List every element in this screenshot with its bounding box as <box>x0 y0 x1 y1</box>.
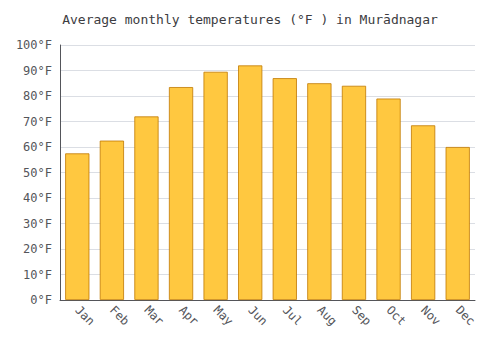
svg-text:Nov: Nov <box>418 303 443 328</box>
svg-text:90°F: 90°F <box>23 64 52 78</box>
svg-text:Jan: Jan <box>72 303 97 328</box>
svg-text:Apr: Apr <box>176 303 201 328</box>
svg-text:Feb: Feb <box>107 303 132 328</box>
svg-text:Oct: Oct <box>384 303 409 328</box>
svg-text:0°F: 0°F <box>30 293 52 307</box>
svg-text:100°F: 100°F <box>16 38 52 52</box>
svg-text:Aug: Aug <box>314 303 339 328</box>
svg-text:10°F: 10°F <box>23 268 52 282</box>
svg-text:Jul: Jul <box>280 303 305 328</box>
svg-text:80°F: 80°F <box>23 89 52 103</box>
svg-text:40°F: 40°F <box>23 191 52 205</box>
svg-text:50°F: 50°F <box>23 166 52 180</box>
svg-text:20°F: 20°F <box>23 242 52 256</box>
svg-text:70°F: 70°F <box>23 115 52 129</box>
svg-text:Dec: Dec <box>453 303 478 328</box>
svg-text:60°F: 60°F <box>23 140 52 154</box>
svg-text:May: May <box>211 303 236 328</box>
svg-text:Sep: Sep <box>349 303 374 328</box>
svg-text:Jun: Jun <box>245 303 270 328</box>
svg-text:30°F: 30°F <box>23 217 52 231</box>
svg-text:Mar: Mar <box>142 303 167 328</box>
svg-text:Average monthly temperatures (: Average monthly temperatures (°F ) in Mu… <box>62 12 438 27</box>
